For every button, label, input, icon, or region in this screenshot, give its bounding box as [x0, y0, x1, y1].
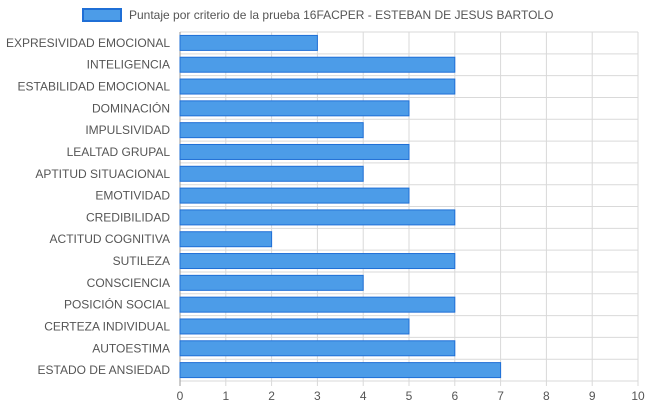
- category-label: APTITUD SITUACIONAL: [35, 167, 170, 181]
- bar: [179, 100, 410, 117]
- chart-legend[interactable]: Puntaje por criterio de la prueba 16FACP…: [82, 7, 553, 23]
- x-tick-label: 1: [222, 389, 229, 403]
- category-label: CERTEZA INDIVIDUAL: [44, 319, 170, 333]
- x-tick-label: 8: [543, 389, 550, 403]
- category-label: ESTABILIDAD EMOCIONAL: [18, 80, 171, 94]
- legend-label: Puntaje por criterio de la prueba 16FACP…: [129, 8, 554, 22]
- category-label: ACTITUD COGNITIVA: [50, 232, 170, 246]
- category-label: DOMINACIÓN: [92, 100, 170, 115]
- x-tick-label: 9: [589, 389, 596, 403]
- bar: [179, 231, 273, 248]
- category-label: LEALTAD GRUPAL: [67, 145, 171, 159]
- category-label: IMPULSIVIDAD: [85, 123, 170, 137]
- x-tick-label: 2: [268, 389, 275, 403]
- category-label: CREDIBILIDAD: [86, 210, 170, 224]
- x-tick-label: 4: [360, 389, 367, 403]
- category-label: AUTOESTIMA: [92, 341, 170, 355]
- bar: [179, 253, 456, 270]
- category-label: POSICIÓN SOCIAL: [64, 297, 170, 312]
- x-tick-label: 7: [497, 389, 504, 403]
- bar: [179, 340, 456, 357]
- bar: [179, 209, 456, 226]
- legend-swatch: [82, 8, 122, 22]
- bar: [179, 274, 364, 291]
- x-tick-label: 0: [177, 389, 184, 403]
- category-label: INTELIGENCIA: [87, 58, 170, 72]
- x-tick-label: 6: [451, 389, 458, 403]
- x-tick-label: 5: [406, 389, 413, 403]
- category-label: EMOTIVIDAD: [95, 189, 170, 203]
- x-tick-label: 3: [314, 389, 321, 403]
- category-label: EXPRESIVIDAD EMOCIONAL: [6, 36, 170, 50]
- bar: [179, 318, 410, 335]
- bar: [179, 56, 456, 73]
- bar: [179, 78, 456, 95]
- bar: [179, 143, 410, 160]
- x-tick-label: 10: [631, 389, 645, 403]
- category-label: CONSCIENCIA: [87, 276, 170, 290]
- bar: [179, 165, 364, 182]
- bar: [179, 34, 318, 51]
- category-label: ESTADO DE ANSIEDAD: [38, 363, 171, 377]
- bar: [179, 362, 502, 379]
- category-label: SUTILEZA: [113, 254, 170, 268]
- bar: [179, 187, 410, 204]
- bar: [179, 122, 364, 139]
- bar: [179, 296, 456, 313]
